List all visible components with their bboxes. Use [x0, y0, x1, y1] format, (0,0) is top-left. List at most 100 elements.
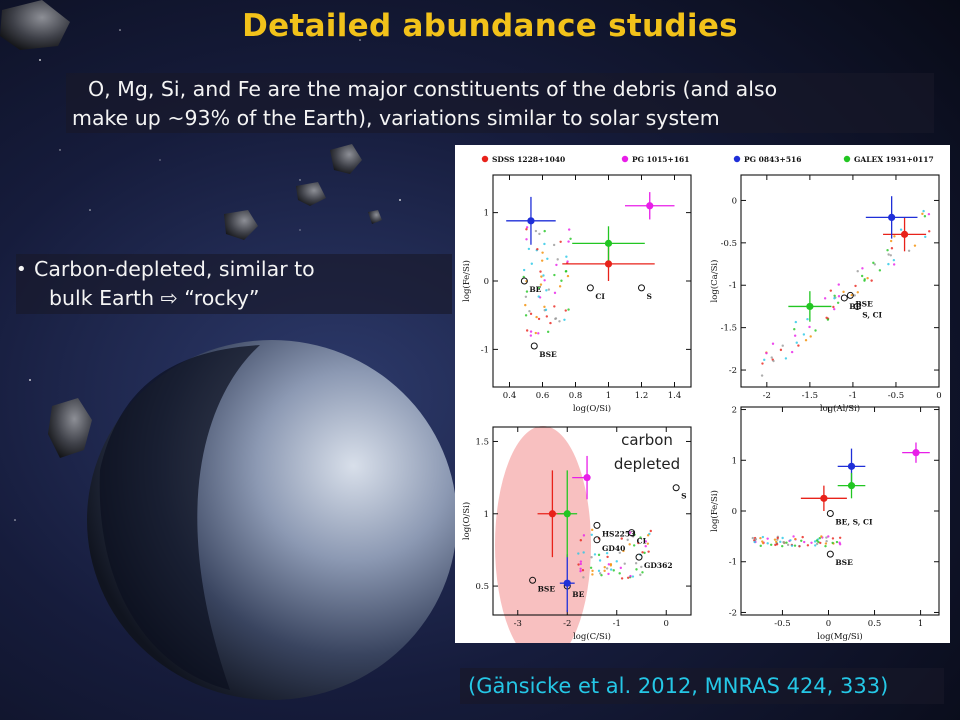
background-dot	[797, 344, 800, 347]
background-dot	[537, 317, 541, 321]
background-dot	[804, 339, 808, 342]
background-dot	[809, 335, 812, 338]
bullet-line-1: Carbon-depleted, similar to	[34, 257, 315, 281]
background-dot	[790, 350, 794, 354]
background-dot	[886, 249, 889, 252]
background-dot	[525, 329, 529, 332]
citation: (Gänsicke et al. 2012, MNRAS 424, 333)	[460, 668, 944, 704]
planet-shadow	[99, 345, 260, 690]
background-dot	[646, 534, 650, 537]
data-point	[837, 472, 866, 499]
background-dot	[618, 551, 621, 554]
background-dot	[924, 235, 927, 239]
background-dot	[872, 261, 875, 265]
background-dot	[553, 305, 556, 308]
background-dot	[634, 562, 638, 565]
background-dot	[603, 569, 606, 573]
background-dot	[637, 541, 640, 545]
y-tick-label: 2	[732, 406, 737, 416]
reference-label: S	[647, 292, 652, 301]
background-dot	[564, 270, 568, 273]
bullet-dot-icon: •	[16, 259, 27, 280]
x-tick-label: 0	[826, 619, 831, 629]
background-dot	[543, 229, 546, 233]
background-dot	[831, 541, 834, 545]
background-dot	[581, 568, 585, 572]
background-dot	[823, 297, 827, 300]
background-dot	[560, 279, 563, 282]
y-tick-label: 0	[484, 277, 489, 287]
data-point	[788, 291, 832, 322]
background-dot	[786, 543, 790, 547]
reference-label: BSE	[539, 350, 557, 359]
background-dot	[751, 536, 755, 540]
point-marker	[604, 239, 613, 247]
background-dot	[543, 279, 546, 282]
background-dot	[856, 270, 859, 273]
background-dot	[838, 543, 842, 546]
background-dot	[763, 358, 766, 362]
point-marker	[912, 449, 920, 457]
background-dot	[800, 539, 803, 542]
background-dot	[769, 543, 773, 547]
background-dot	[833, 297, 836, 300]
background-dot	[567, 308, 570, 311]
background-dot	[567, 228, 571, 231]
background-dot	[889, 239, 893, 243]
background-dot	[618, 572, 621, 575]
reference-label: BSE	[538, 584, 556, 593]
background-dot	[850, 293, 853, 297]
reference-label: GD362	[644, 561, 673, 570]
background-dot	[806, 544, 810, 547]
background-dot	[808, 325, 811, 329]
x-tick-label: -0.5	[888, 391, 904, 401]
y-tick-label: 1	[732, 456, 737, 466]
background-dot	[609, 568, 613, 571]
background-dot	[794, 537, 797, 541]
background-dot	[605, 567, 609, 570]
background-dot	[818, 536, 821, 540]
background-dot	[629, 574, 632, 578]
background-dot	[824, 544, 827, 548]
background-dot	[540, 259, 544, 262]
background-dot	[771, 342, 775, 345]
background-dot	[524, 295, 528, 298]
background-dot	[536, 248, 539, 251]
background-dot	[591, 528, 594, 532]
background-dot	[619, 566, 623, 570]
background-dot	[582, 534, 586, 537]
y-tick-label: -1	[481, 345, 489, 355]
background-dot	[626, 576, 630, 580]
background-dot	[802, 333, 806, 336]
reference-label: HS2253	[602, 529, 635, 538]
background-dot	[543, 242, 546, 246]
y-axis-label: log(Fe/Si)	[461, 260, 472, 302]
y-tick-label: 1	[484, 510, 489, 520]
background-dots	[760, 209, 931, 377]
point-marker	[806, 302, 814, 311]
background-dot	[529, 312, 533, 316]
background-dot	[890, 247, 894, 250]
legend-label: GALEX 1931+0117	[854, 155, 934, 164]
x-tick-label: 1	[606, 391, 611, 401]
background-dot	[553, 273, 556, 277]
background-dot	[907, 249, 911, 252]
background-dot	[524, 303, 527, 307]
annotation-depleted: depleted	[614, 455, 680, 473]
reference-label: S, CI	[862, 310, 882, 319]
reference-label: BE	[849, 302, 861, 311]
legend-label: SDSS 1228+1040	[492, 155, 565, 164]
point-marker	[900, 230, 909, 238]
panel-bottom-left: -3 -2 -1 0 0.5 1 1.5 log(C/Si) log(O/Si) S HS2253 G…	[461, 426, 692, 642]
background-dot	[534, 229, 538, 233]
background-dot	[870, 279, 873, 282]
background-dot	[928, 230, 931, 233]
background-dot	[647, 550, 650, 553]
reference-marker	[853, 302, 861, 310]
background-dot	[529, 334, 533, 337]
background-dot	[772, 359, 775, 363]
data-point	[559, 554, 575, 613]
background-dot	[853, 294, 856, 297]
background-dot	[814, 329, 817, 332]
background-dot	[545, 315, 549, 318]
